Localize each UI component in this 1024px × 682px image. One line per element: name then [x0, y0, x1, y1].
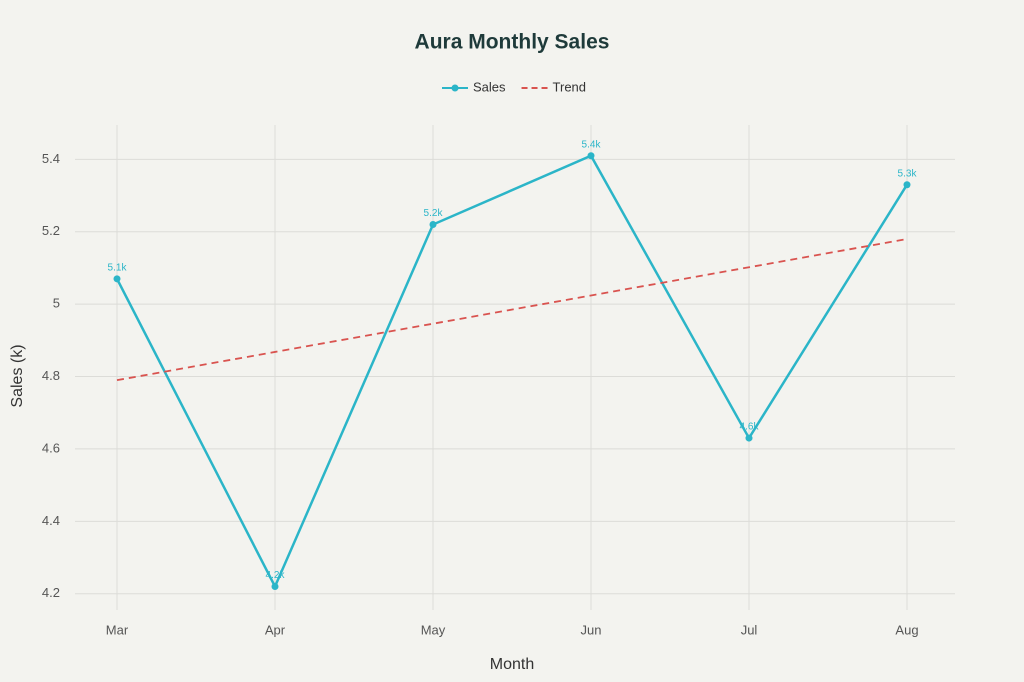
- x-tick-label: Jul: [741, 622, 758, 637]
- point: [903, 181, 911, 189]
- point: [745, 434, 753, 442]
- y-tick-label: 4.8: [42, 368, 60, 383]
- data-label: 4.2k: [266, 570, 286, 581]
- data-label: 5.3k: [898, 168, 918, 179]
- x-tick-label: Aug: [895, 622, 918, 637]
- series-line: [116, 238, 908, 382]
- series-line: [115, 154, 909, 590]
- data-label: 5.1k: [108, 262, 128, 273]
- y-axis-title: Sales (k): [9, 344, 26, 407]
- point: [271, 582, 279, 590]
- y-tick-label: 4.4: [42, 513, 60, 528]
- legend-marker: [451, 84, 459, 92]
- x-axis-title: Month: [490, 656, 534, 673]
- data-label: 5.2k: [424, 208, 444, 219]
- x-tick-label: Jun: [581, 622, 602, 637]
- y-tick-label: 4.6: [42, 440, 60, 455]
- x-tick-label: May: [421, 622, 446, 637]
- legend-label: Sales: [473, 79, 506, 94]
- y-tick-label: 5.2: [42, 223, 60, 238]
- legend-label: Trend: [553, 79, 586, 94]
- y-tick-label: 5.4: [42, 151, 60, 166]
- point: [587, 152, 595, 160]
- point: [113, 275, 121, 283]
- data-label: 5.4k: [582, 139, 602, 150]
- data-label: 4.6k: [740, 422, 760, 433]
- chart-title: Aura Monthly Sales: [415, 31, 610, 54]
- x-tick-label: Mar: [106, 622, 129, 637]
- point: [429, 221, 437, 229]
- y-tick-label: 5: [53, 296, 60, 311]
- x-tick-label: Apr: [265, 622, 286, 637]
- y-tick-label: 4.2: [42, 585, 60, 600]
